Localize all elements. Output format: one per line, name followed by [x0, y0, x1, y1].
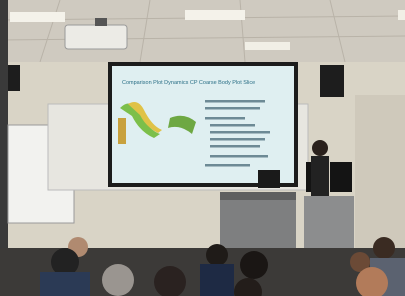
ceiling-light — [398, 10, 405, 20]
wall-right — [355, 95, 405, 255]
projector — [65, 25, 127, 49]
monitor — [330, 162, 352, 192]
ceiling-light — [185, 10, 245, 20]
speaker — [320, 65, 344, 97]
podium-top — [220, 192, 296, 200]
ceiling-light — [245, 42, 290, 50]
presenter-head — [312, 140, 328, 156]
lecture-scene: Comparison Plot Dynamics CP Coarse Body … — [0, 0, 405, 296]
presenter-body — [311, 156, 329, 196]
projector-mount — [95, 18, 107, 26]
speaker — [8, 65, 20, 91]
slide-title: Comparison Plot Dynamics CP Coarse Body … — [122, 80, 255, 86]
ceiling-light — [10, 12, 65, 22]
page: Comparison Plot Dynamics CP Coarse Body … — [0, 0, 405, 296]
ceiling — [0, 0, 405, 62]
laptop — [258, 170, 280, 188]
